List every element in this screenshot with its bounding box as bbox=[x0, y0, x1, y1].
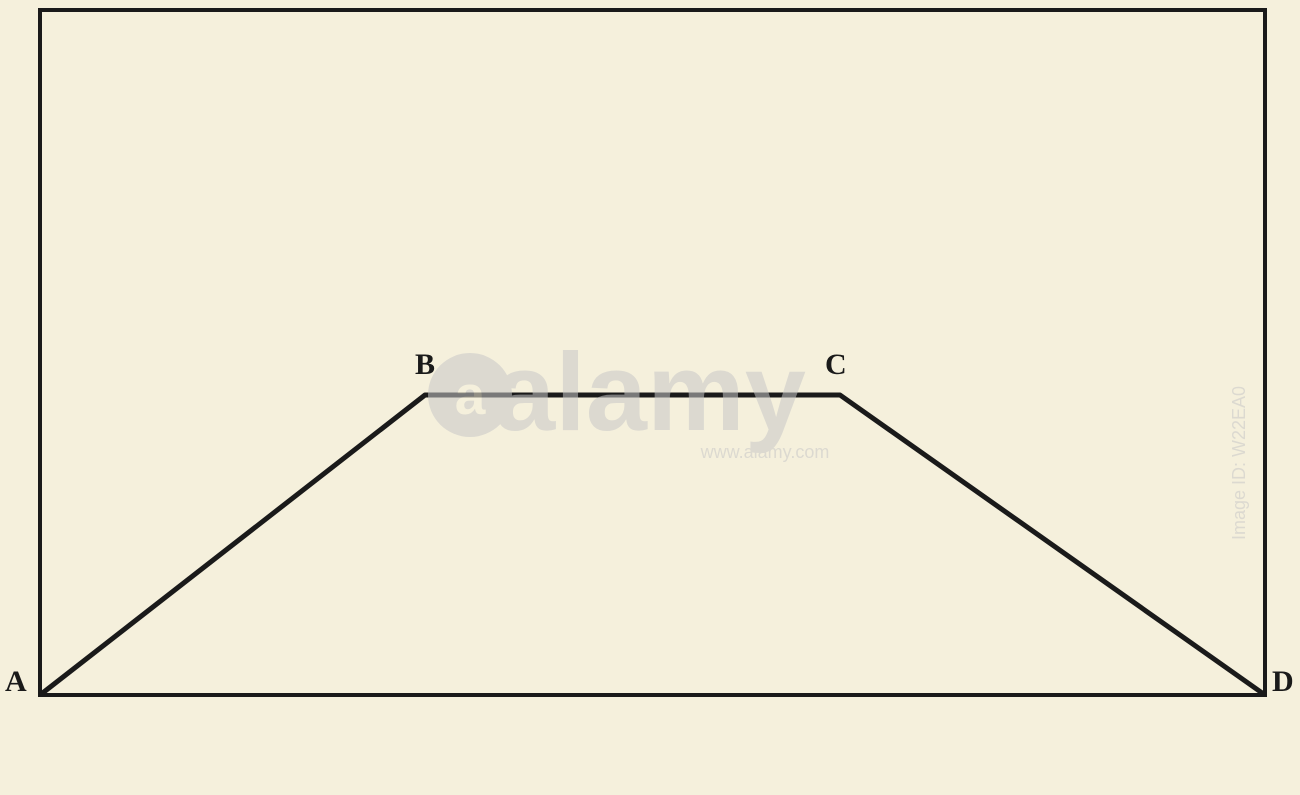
svg-text:alamy: alamy bbox=[494, 331, 806, 454]
svg-text:a: a bbox=[455, 364, 486, 426]
point-label-c: C bbox=[825, 348, 847, 382]
diagram-container: alamywww.alamy.comaImage ID: W22EA0 A B … bbox=[0, 0, 1300, 795]
point-label-d: D bbox=[1272, 665, 1294, 699]
point-label-b: B bbox=[415, 348, 435, 382]
svg-text:Image ID: W22EA0: Image ID: W22EA0 bbox=[1229, 386, 1249, 540]
geometric-diagram: alamywww.alamy.com a Image ID: W22EA0 bbox=[0, 0, 1300, 795]
point-label-a: A bbox=[5, 665, 27, 699]
svg-text:www.alamy.com: www.alamy.com bbox=[700, 442, 830, 462]
